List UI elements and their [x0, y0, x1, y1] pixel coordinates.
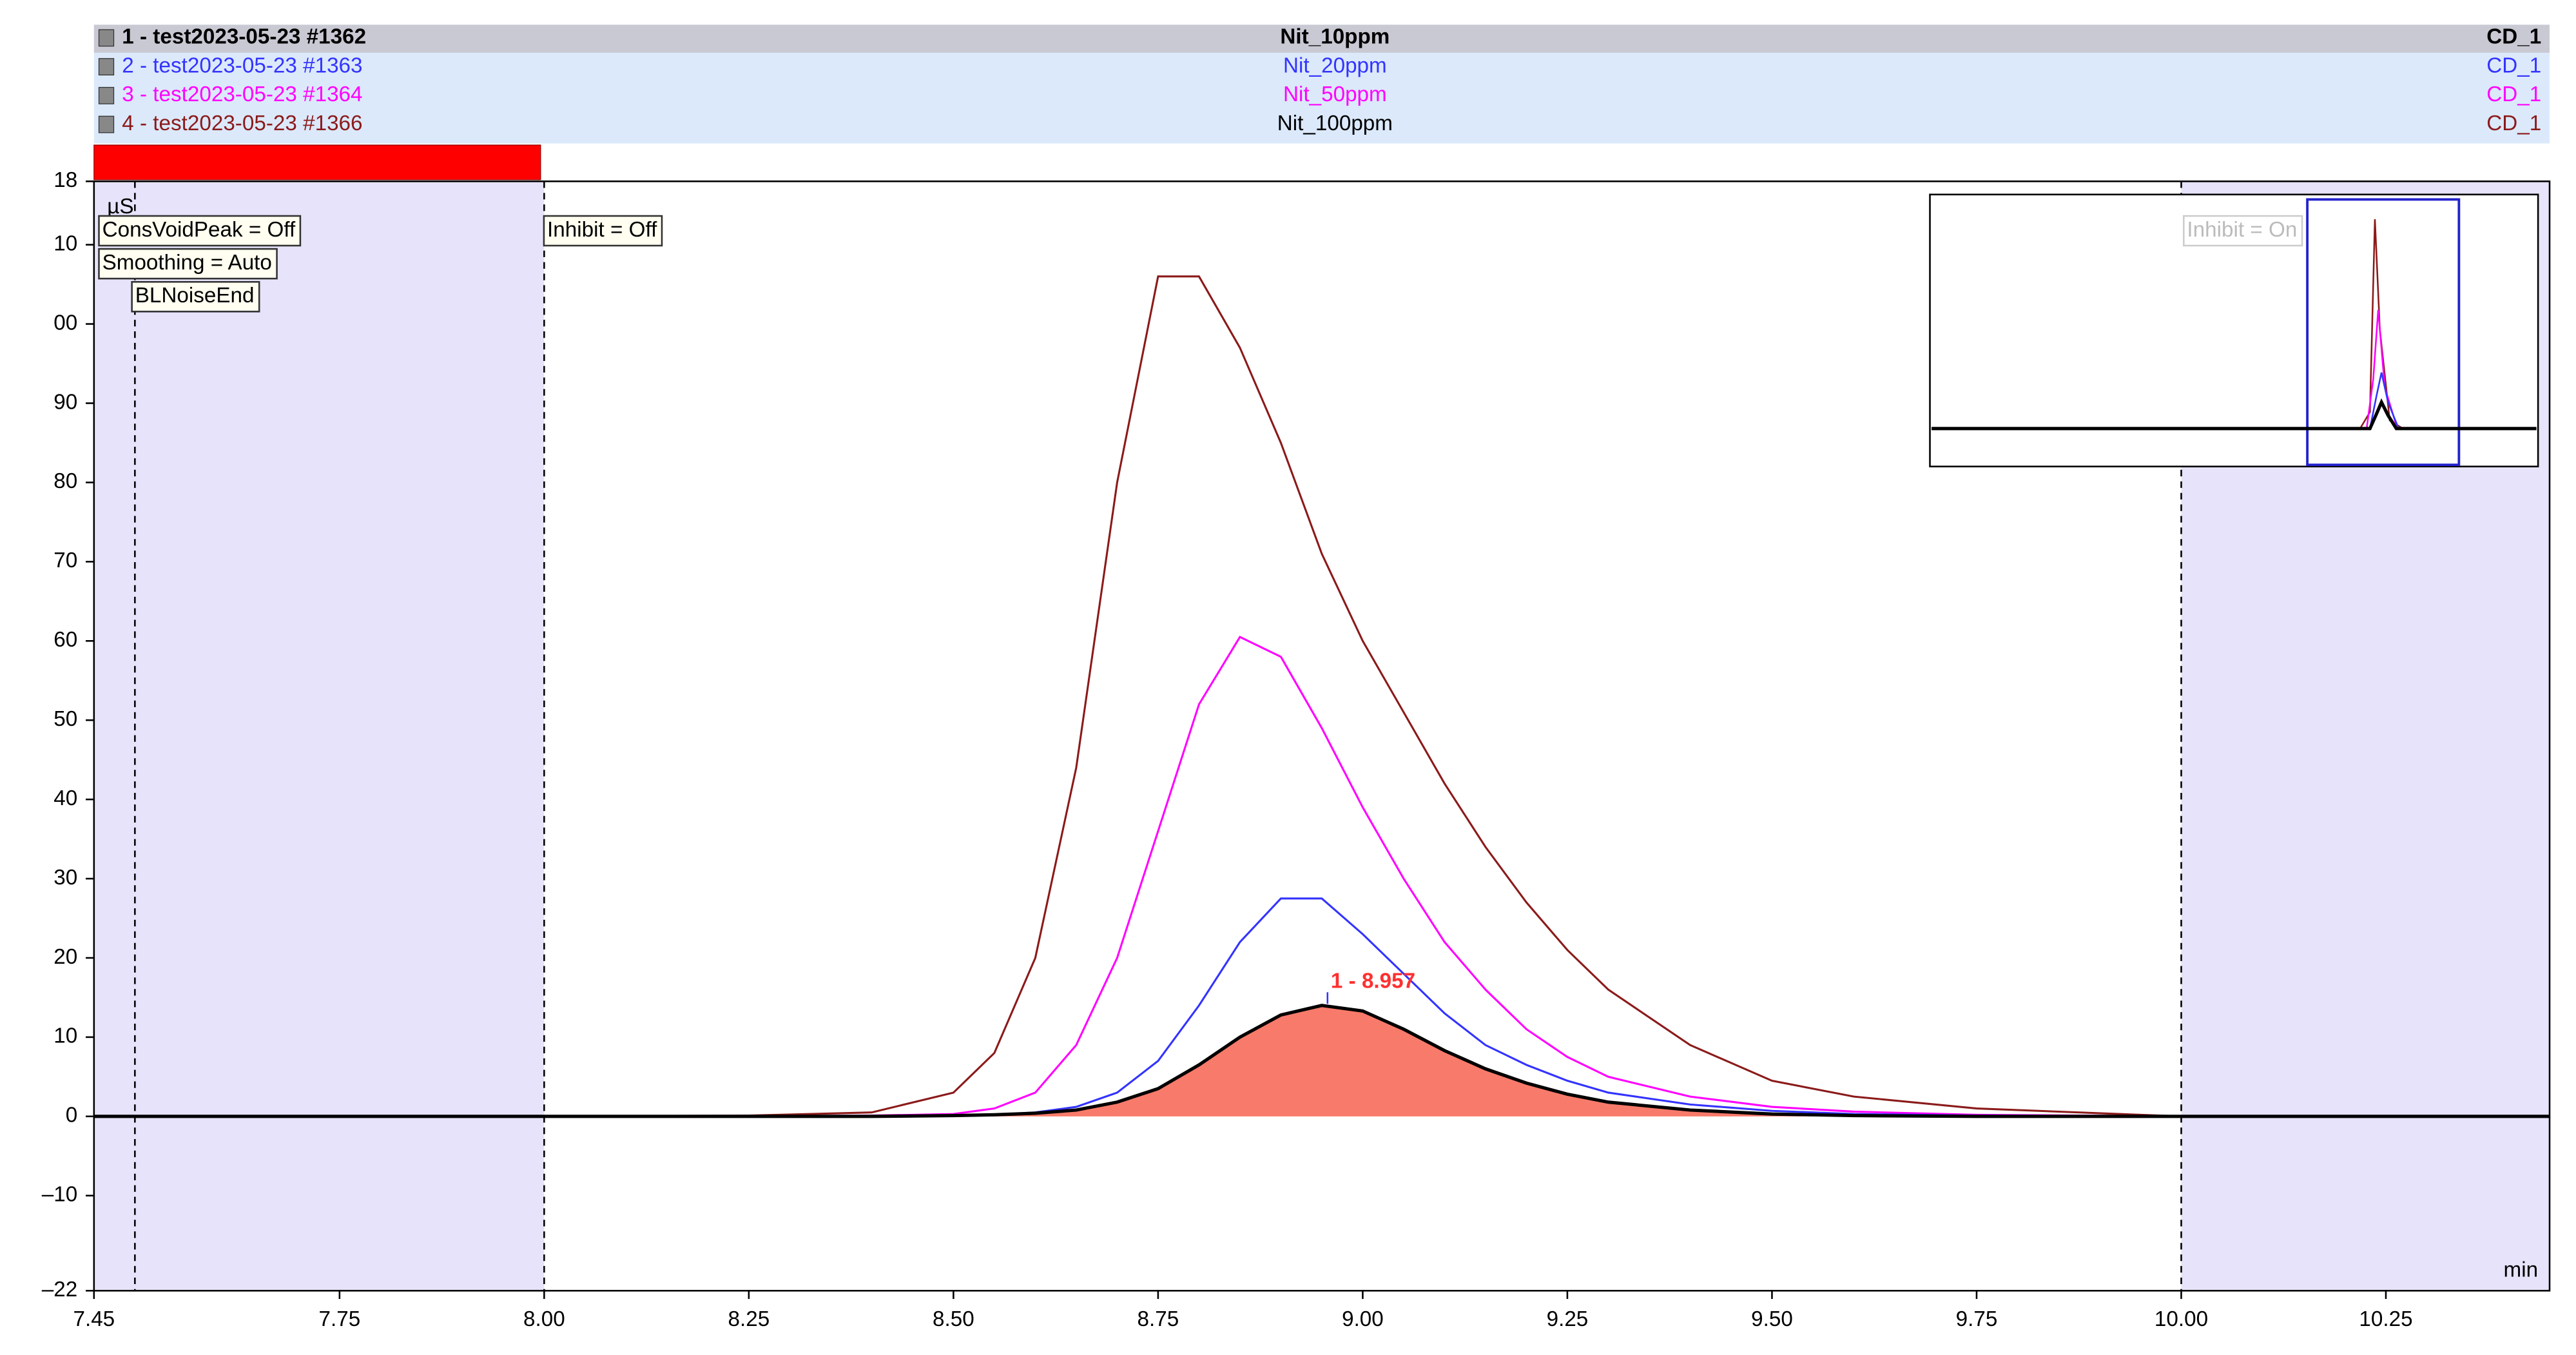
x-tick-label: 7.75: [319, 1307, 361, 1331]
inhibit-region: [93, 181, 545, 1291]
event-label-box: [543, 215, 663, 247]
event-label-box: [131, 280, 260, 313]
plot-frame: [93, 180, 2551, 1292]
event-label: Smoothing = Auto: [102, 251, 272, 275]
inset-trace: [1932, 398, 2537, 431]
legend-entry: 3 - test2023-05-23 #1364: [122, 83, 362, 106]
legend-channel: CD_1: [2486, 25, 2541, 49]
legend-entry: 4 - test2023-05-23 #1366: [122, 112, 362, 135]
y-tick-label: 70: [53, 549, 77, 572]
inset-trace: [2369, 372, 2399, 429]
y-tick-label: 30: [53, 866, 77, 890]
x-tick-label: 8.50: [933, 1307, 974, 1331]
x-tick-label: 8.00: [523, 1307, 565, 1331]
legend-entry: 1 - test2023-05-23 #1362: [122, 25, 366, 49]
inset-zoom-box: [2306, 198, 2461, 467]
overview-inset[interactable]: [1929, 193, 2539, 467]
x-tick-label: 9.00: [1342, 1307, 1384, 1331]
event-label-box: [98, 215, 302, 247]
row-icon: [98, 29, 115, 47]
y-tick-label: 10: [53, 231, 77, 255]
x-tick-label: 9.25: [1547, 1307, 1589, 1331]
legend-sample: Nit_20ppm: [1283, 54, 1387, 77]
y-tick-label: 90: [53, 390, 77, 414]
y-tick-label: –22: [42, 1278, 77, 1301]
series-line: [93, 275, 2550, 1118]
y-tick-label: 60: [53, 628, 77, 652]
inset-trace: [2365, 309, 2397, 429]
inset-frame: [1929, 193, 2539, 467]
y-tick-label: 0: [66, 1104, 77, 1127]
inhibit-bar: [93, 144, 541, 180]
y-tick-label: 18: [53, 168, 77, 192]
x-tick-label: 9.50: [1751, 1307, 1793, 1331]
event-label: Inhibit = Off: [547, 218, 657, 242]
event-label: Inhibit = On: [2187, 218, 2297, 242]
legend-channel: CD_1: [2486, 83, 2541, 106]
legend-sample: Nit_50ppm: [1283, 83, 1387, 106]
x-tick-label: 9.75: [1956, 1307, 1998, 1331]
y-tick-label: 10: [53, 1024, 77, 1048]
y-tick-label: 50: [53, 707, 77, 731]
y-tick-label: 80: [53, 469, 77, 493]
legend-channel: CD_1: [2486, 112, 2541, 135]
legend-sample: Nit_10ppm: [1280, 25, 1390, 49]
peak-area: [93, 1005, 2550, 1116]
y-tick-label: 20: [53, 945, 77, 969]
event-label: ConsVoidPeak = Off: [102, 218, 296, 242]
x-tick-label: 8.75: [1138, 1307, 1179, 1331]
peak-label: 1 - 8.957: [1331, 970, 1415, 993]
y-tick-label: –10: [42, 1183, 77, 1207]
legend-entry: 2 - test2023-05-23 #1363: [122, 54, 362, 77]
y-tick-label: 00: [53, 311, 77, 335]
x-unit: min: [2504, 1258, 2539, 1282]
event-label-box: [98, 248, 278, 280]
row-icon: [98, 58, 115, 75]
x-tick-label: 7.45: [73, 1307, 115, 1331]
event-label: BLNoiseEnd: [135, 284, 255, 307]
row-icon: [98, 115, 115, 133]
event-label-box: [2183, 215, 2303, 247]
series-line: [93, 636, 2550, 1118]
series-line: [93, 1004, 2550, 1118]
x-tick-label: 10.25: [2359, 1307, 2412, 1331]
y-tick-label: 40: [53, 786, 77, 810]
x-tick-label: 8.25: [728, 1307, 770, 1331]
legend-channel: CD_1: [2486, 54, 2541, 77]
selected-row[interactable]: [93, 24, 2550, 53]
row-icon: [98, 86, 115, 104]
legend-sample: Nit_100ppm: [1277, 112, 1393, 135]
y-unit: µS: [107, 195, 133, 219]
x-tick-label: 10.00: [2155, 1307, 2208, 1331]
